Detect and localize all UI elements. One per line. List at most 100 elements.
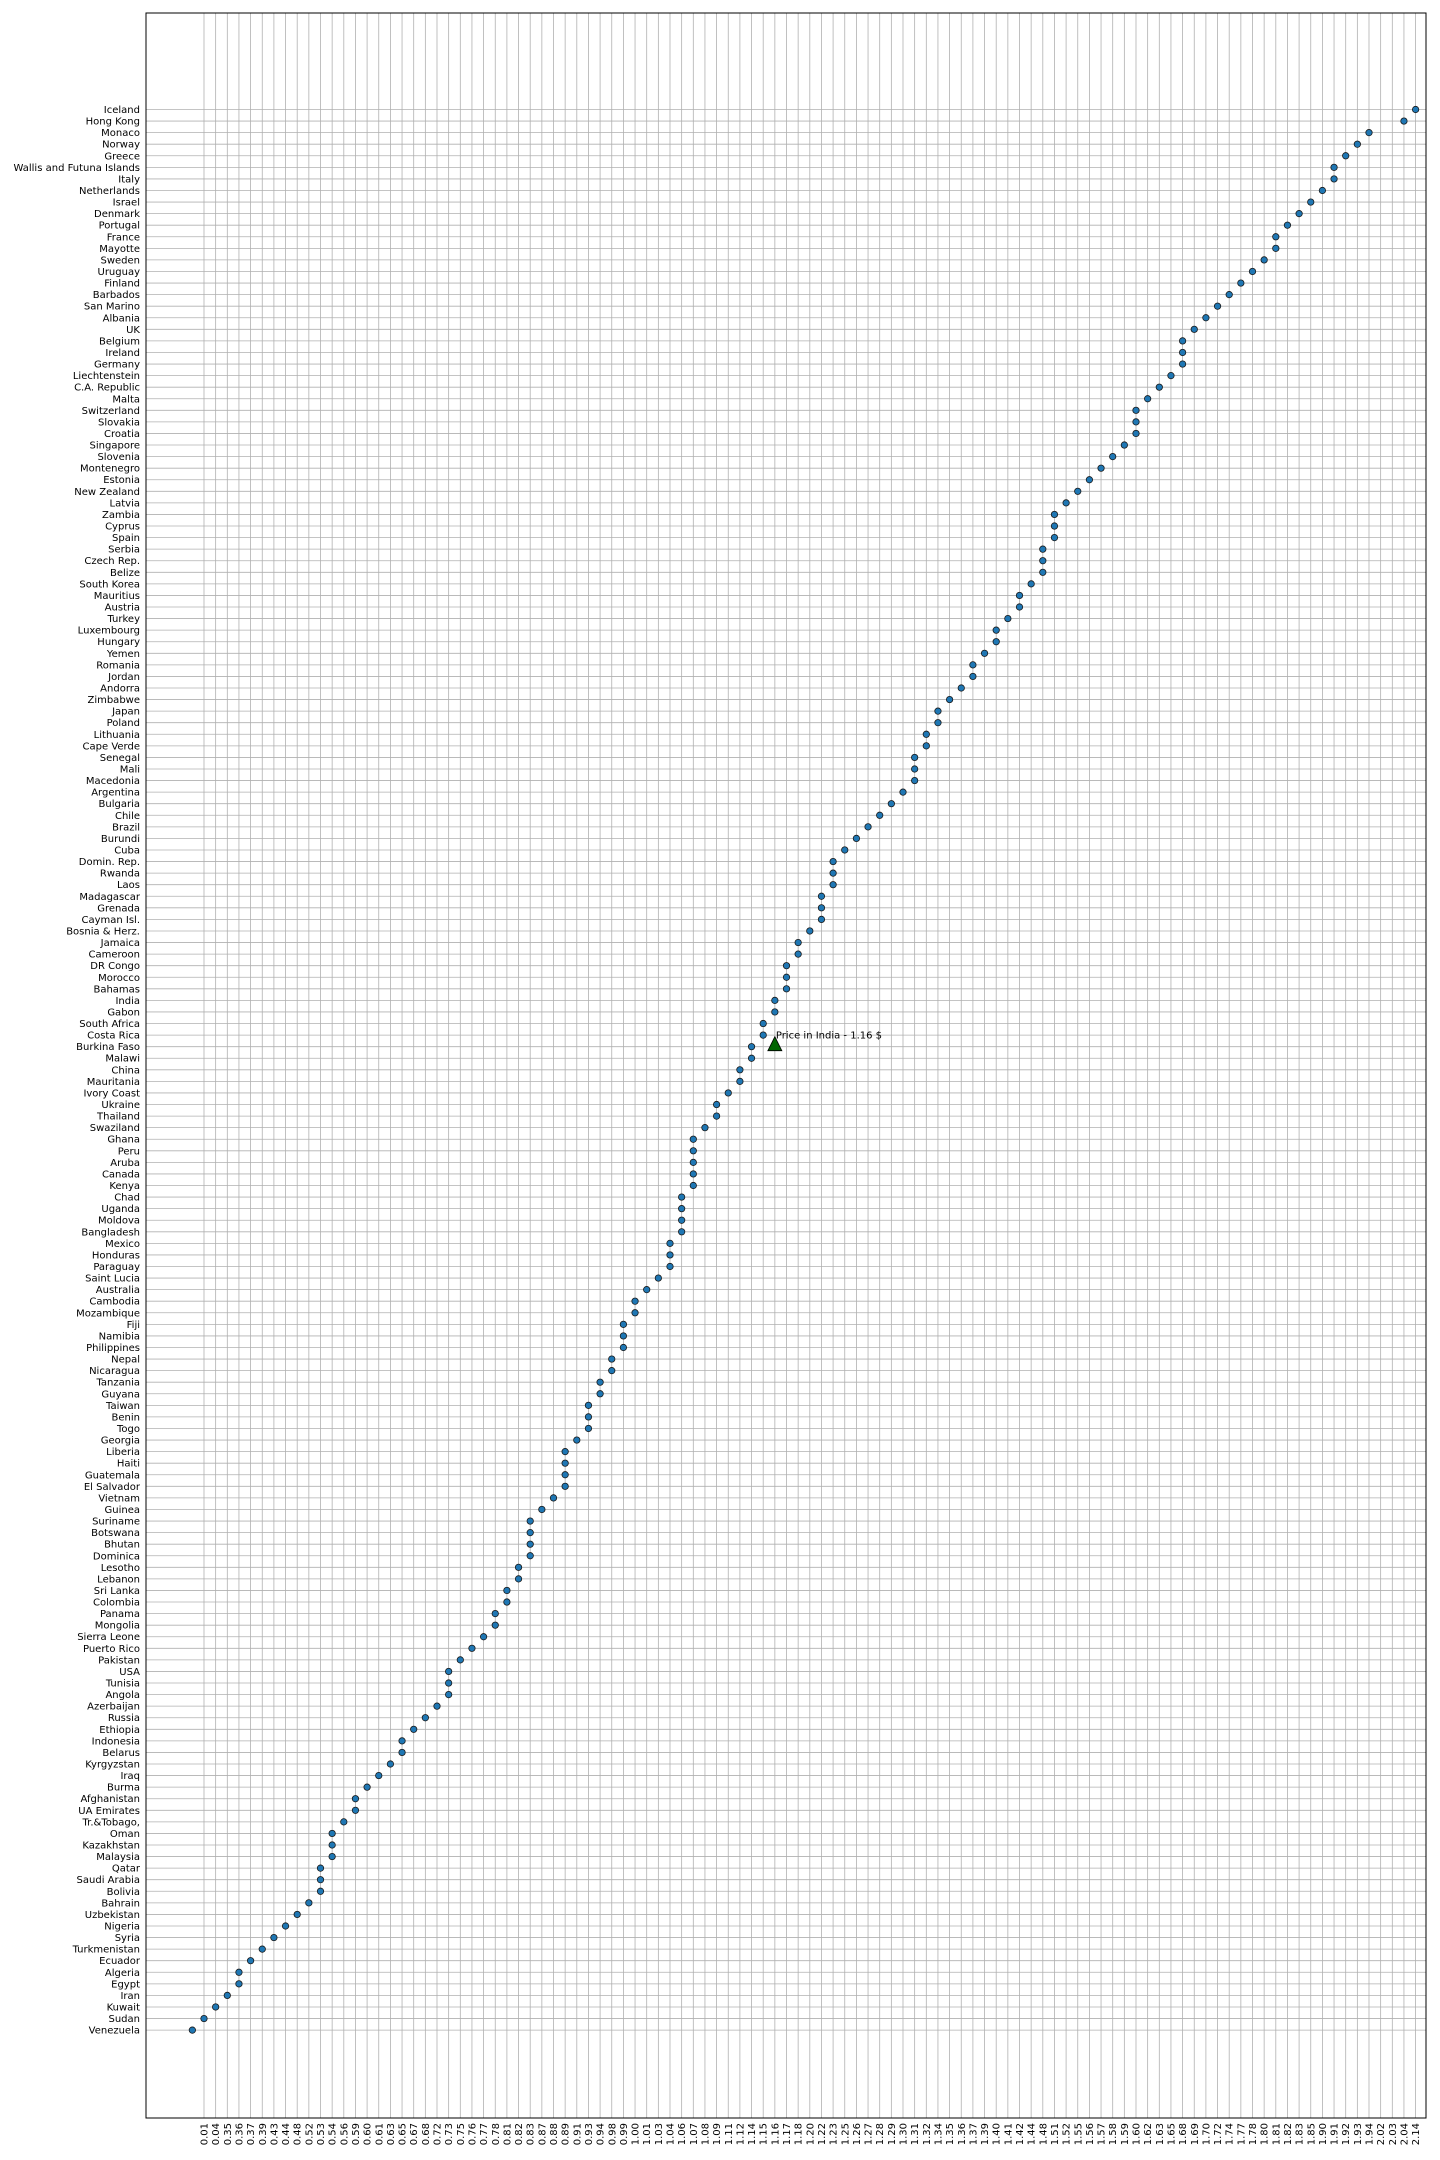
data-point	[899, 788, 907, 796]
data-point	[829, 869, 837, 877]
x-tick-label: 1.56	[1085, 2123, 1096, 2145]
x-tick-label: 1.14	[747, 2123, 758, 2145]
y-tick-label: Malaysia	[96, 1852, 140, 1863]
y-tick-label: Finland	[104, 279, 140, 290]
y-tick-label: Zambia	[102, 510, 140, 521]
x-tick-label: 1.37	[968, 2123, 979, 2145]
data-point	[328, 1829, 336, 1838]
data-point	[584, 1424, 593, 1433]
x-tick-labels: 0.01 0.04 0.35 0.36 0.37 0.39 0.43 0.44 0.48 0.52…	[200, 2123, 1423, 2145]
x-tick-label: 2.02	[1376, 2123, 1387, 2145]
data-point	[247, 1957, 255, 1965]
x-tick-label: 1.68	[1178, 2123, 1189, 2145]
y-tick-label: Chile	[115, 811, 140, 822]
y-tick-label: Spain	[112, 533, 140, 544]
data-point	[293, 1910, 301, 1919]
y-tick-label: Taiwan	[105, 1401, 140, 1412]
data-point	[1039, 568, 1047, 576]
y-tick-label: Croatia	[104, 429, 140, 440]
y-tick-label: Belgium	[99, 336, 140, 347]
y-tick-label: Montenegro	[80, 464, 140, 475]
data-point	[608, 1355, 616, 1363]
x-tick-label: 1.34	[933, 2123, 944, 2145]
y-tick-label: Namibia	[99, 1331, 140, 1342]
data-point	[235, 1968, 243, 1976]
data-point	[817, 904, 826, 912]
x-tick-label: 1.51	[1050, 2123, 1061, 2145]
x-tick-label: 1.72	[1213, 2123, 1224, 2145]
y-tick-label: Russia	[108, 1713, 140, 1724]
data-point	[678, 1216, 686, 1224]
data-point	[526, 1529, 534, 1537]
data-point	[1248, 267, 1257, 276]
data-point	[375, 1771, 383, 1780]
y-tick-label: France	[107, 232, 140, 243]
x-tick-label: 0.78	[491, 2123, 502, 2145]
y-tick-label: Cameroon	[89, 950, 140, 961]
y-tick-label: Costa Rica	[87, 1031, 140, 1042]
data-point	[596, 1378, 604, 1386]
data-point	[1202, 314, 1210, 322]
y-tick-label: South Korea	[79, 579, 140, 590]
y-tick-label: Cayman Isl.	[81, 915, 140, 926]
x-tick-label: 0.77	[479, 2123, 490, 2145]
data-point	[1050, 533, 1059, 542]
y-tick-label: Uganda	[101, 1204, 140, 1215]
data-point	[561, 1448, 569, 1456]
y-tick-label: Venezuela	[89, 2026, 140, 2037]
x-tick-label: 0.35	[223, 2123, 234, 2145]
x-tick-label: 1.22	[817, 2123, 828, 2145]
data-point	[351, 1795, 360, 1803]
x-tick-label: 0.54	[328, 2123, 339, 2145]
y-tick-label: Bosnia & Herz.	[66, 926, 140, 937]
y-tick-label: Egypt	[111, 1979, 140, 1990]
data-point	[305, 1899, 313, 1907]
y-tick-label: Hong Kong	[86, 117, 140, 128]
y-tick-label: Ecuador	[99, 1956, 141, 1967]
data-point	[410, 1725, 418, 1733]
data-point	[712, 1100, 721, 1109]
y-tick-label: Honduras	[92, 1250, 140, 1261]
data-point	[689, 1135, 697, 1143]
x-tick-label: 0.01	[200, 2123, 211, 2145]
data-point	[596, 1390, 604, 1398]
y-tick-label: UA Emirates	[78, 1806, 140, 1817]
x-tick-label: 1.70	[1201, 2123, 1212, 2145]
data-point	[747, 1054, 756, 1062]
y-tick-label: Lithuania	[94, 730, 140, 741]
data-point	[980, 649, 989, 657]
x-tick-label: 0.67	[409, 2123, 420, 2145]
x-tick-label: 0.59	[351, 2123, 362, 2145]
y-tick-label: Jamaica	[100, 938, 140, 949]
data-point	[689, 1158, 697, 1166]
y-tick-label: Wallis and Futuna Islands	[14, 163, 141, 174]
data-point	[957, 684, 965, 692]
x-tick-label: 0.48	[293, 2123, 304, 2145]
data-point	[386, 1760, 394, 1768]
y-tick-label: Azerbaijan	[87, 1702, 140, 1713]
y-tick-label: Bulgaria	[99, 799, 140, 810]
x-tick-label: 1.27	[864, 2123, 875, 2145]
data-point	[328, 1841, 336, 1849]
india-marker	[767, 1035, 783, 1052]
data-point	[689, 1170, 697, 1178]
y-tick-label: USA	[119, 1667, 140, 1678]
data-point	[1015, 591, 1024, 600]
y-tick-label: Saint Lucia	[85, 1274, 140, 1285]
y-tick-label: Greece	[104, 151, 140, 162]
y-tick-label: Mayotte	[99, 244, 140, 255]
y-tick-label: Germany	[94, 360, 140, 371]
data-point	[922, 742, 930, 750]
y-tick-label: Sierra Leone	[77, 1632, 140, 1643]
x-tick-label: 0.94	[596, 2123, 607, 2145]
data-point	[771, 996, 779, 1004]
x-tick-label: 1.74	[1225, 2123, 1236, 2145]
data-point	[316, 1864, 325, 1872]
y-tick-label: Poland	[107, 718, 140, 729]
y-tick-label: Cuba	[114, 845, 140, 856]
data-point	[1412, 105, 1420, 114]
data-point	[363, 1783, 371, 1791]
x-tick-label: 0.37	[246, 2123, 257, 2145]
x-tick-label: 1.69	[1190, 2123, 1201, 2145]
